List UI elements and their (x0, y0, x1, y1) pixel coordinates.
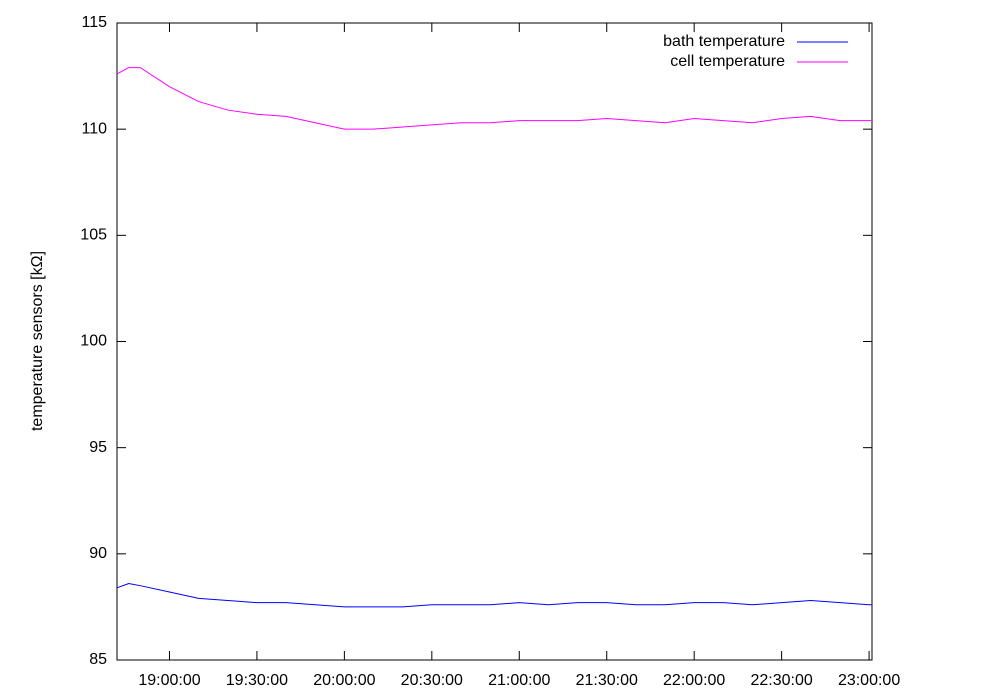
y-tick-label: 105 (80, 227, 107, 244)
data-line (116, 67, 872, 130)
x-tick-label: 19:00:00 (138, 672, 200, 689)
x-tick-label: 19:30:00 (226, 672, 288, 689)
legend-label: cell temperature (670, 53, 785, 70)
y-axis-label: temperature sensors [kΩ] (29, 251, 46, 431)
y-tick-label: 100 (80, 333, 107, 350)
x-tick-label: 20:30:00 (401, 672, 463, 689)
y-tick-label: 110 (81, 120, 107, 137)
y-tick-label: 115 (81, 14, 107, 31)
x-tick-label: 20:00:00 (313, 672, 375, 689)
y-tick-label: 90 (89, 545, 107, 562)
y-tick-label: 85 (89, 651, 107, 668)
x-tick-label: 22:00:00 (663, 672, 725, 689)
data-line (116, 583, 872, 608)
x-tick-label: 21:00:00 (488, 672, 550, 689)
plot-frame (116, 22, 873, 661)
x-tick-label: 21:30:00 (576, 672, 638, 689)
x-tick-label: 22:30:00 (750, 672, 812, 689)
x-tick-label: 23:00:00 (838, 672, 900, 689)
legend-label: bath temperature (663, 33, 785, 50)
y-tick-label: 95 (89, 439, 107, 456)
